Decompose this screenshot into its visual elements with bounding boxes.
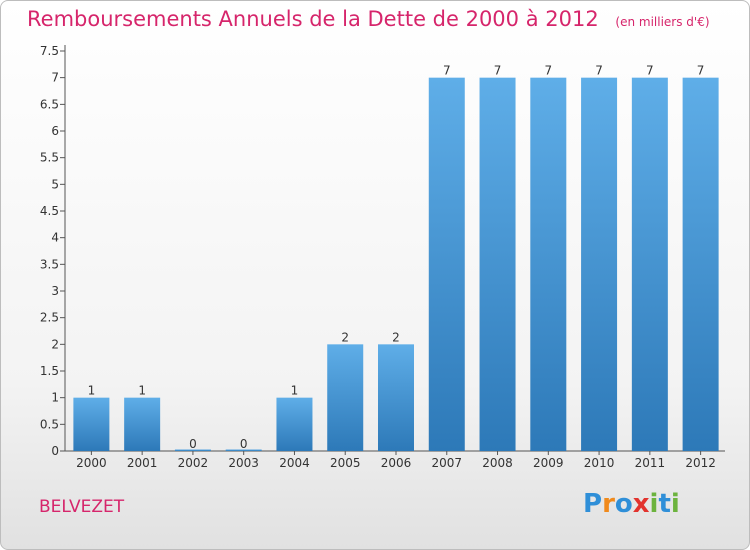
data-label-2004: 1 — [291, 384, 299, 398]
x-tick-label-2000: 2000 — [76, 456, 107, 470]
data-labels: 1 1 0 0 1 2 2 7 7 7 7 7 7 — [88, 64, 705, 451]
data-label-2007: 7 — [443, 64, 451, 78]
x-tick-label-2009: 2009 — [533, 456, 564, 470]
data-label-2006: 2 — [392, 330, 400, 344]
logo-letter: r — [602, 489, 615, 519]
logo-letter: x — [632, 489, 650, 519]
y-tick-label: 6.5 — [40, 97, 59, 111]
logo-letter: i — [649, 489, 659, 519]
y-axis-ticks: 0 0.5 1 1.5 2 2.5 3 3.5 4 4.5 5 5.5 6 6.5 7 7.5 — [40, 44, 65, 458]
x-tick-label-2006: 2006 — [381, 456, 412, 470]
y-tick-label: 4 — [51, 231, 59, 245]
logo-letter: o — [614, 489, 633, 519]
x-tick-label-2003: 2003 — [228, 456, 259, 470]
y-tick-label: 5.5 — [40, 151, 59, 165]
data-label-2012: 7 — [697, 64, 705, 78]
x-tick-label-2008: 2008 — [482, 456, 513, 470]
y-tick-label: 0.5 — [40, 417, 59, 431]
bar-2011 — [631, 77, 668, 452]
y-tick-label: 0 — [51, 444, 59, 458]
bar-2003 — [225, 449, 262, 451]
x-tick-label-2011: 2011 — [635, 456, 666, 470]
bar-2007 — [428, 77, 465, 452]
data-label-2002: 0 — [189, 437, 197, 451]
bar-2000 — [73, 397, 110, 451]
commune-name: BELVEZET — [39, 497, 125, 517]
y-tick-label: 3 — [51, 284, 59, 298]
bar-2009 — [530, 77, 567, 452]
y-tick-label: 1 — [51, 391, 59, 405]
data-label-2011: 7 — [646, 64, 654, 78]
x-tick-label-2005: 2005 — [330, 456, 361, 470]
data-label-2005: 2 — [341, 330, 349, 344]
logo-letter: i — [670, 489, 680, 519]
y-tick-label: 4.5 — [40, 204, 59, 218]
y-tick-label: 7 — [51, 71, 59, 85]
bars — [73, 77, 719, 452]
data-label-2003: 0 — [240, 437, 248, 451]
y-tick-label: 2.5 — [40, 311, 59, 325]
data-label-2008: 7 — [494, 64, 502, 78]
y-tick-label: 7.5 — [40, 44, 59, 58]
bar-2010 — [581, 77, 618, 452]
x-tick-label-2007: 2007 — [431, 456, 462, 470]
data-label-2000: 1 — [88, 384, 96, 398]
x-tick-label-2010: 2010 — [584, 456, 615, 470]
title-unit: (en milliers d'€) — [615, 15, 710, 29]
proxiti-logo: Proxiti — [583, 489, 680, 519]
bar-2006 — [378, 344, 414, 451]
x-tick-label-2002: 2002 — [178, 456, 209, 470]
logo-letter: P — [583, 489, 603, 519]
data-label-2001: 1 — [138, 384, 146, 398]
y-tick-label: 1.5 — [40, 364, 59, 378]
x-tick-label-2001: 2001 — [127, 456, 158, 470]
title-text: Remboursements Annuels de la Dette de 20… — [27, 7, 599, 31]
y-tick-label: 2 — [51, 337, 59, 351]
x-tick-label-2012: 2012 — [685, 456, 716, 470]
bar-2012 — [682, 77, 719, 452]
chart-title: Remboursements Annuels de la Dette de 20… — [27, 7, 710, 31]
bar-2001 — [124, 397, 161, 451]
bar-2008 — [479, 77, 516, 452]
data-label-2010: 7 — [595, 64, 603, 78]
y-tick-label: 6 — [51, 124, 59, 138]
x-tick-label-2004: 2004 — [279, 456, 310, 470]
logo-letter: t — [658, 489, 671, 519]
bar-2005 — [327, 344, 364, 451]
bar-2002 — [174, 449, 211, 451]
bar-2004 — [276, 397, 313, 451]
y-tick-label: 5 — [51, 177, 59, 191]
data-label-2009: 7 — [544, 64, 552, 78]
x-axis-labels: 2000 2001 2002 2003 2004 2005 2006 2007 2008 2009… — [76, 451, 716, 470]
y-tick-label: 3.5 — [40, 257, 59, 271]
